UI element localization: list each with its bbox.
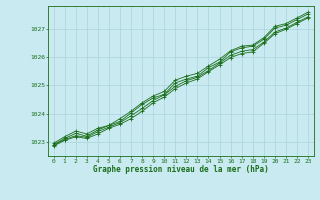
- X-axis label: Graphe pression niveau de la mer (hPa): Graphe pression niveau de la mer (hPa): [93, 165, 269, 174]
